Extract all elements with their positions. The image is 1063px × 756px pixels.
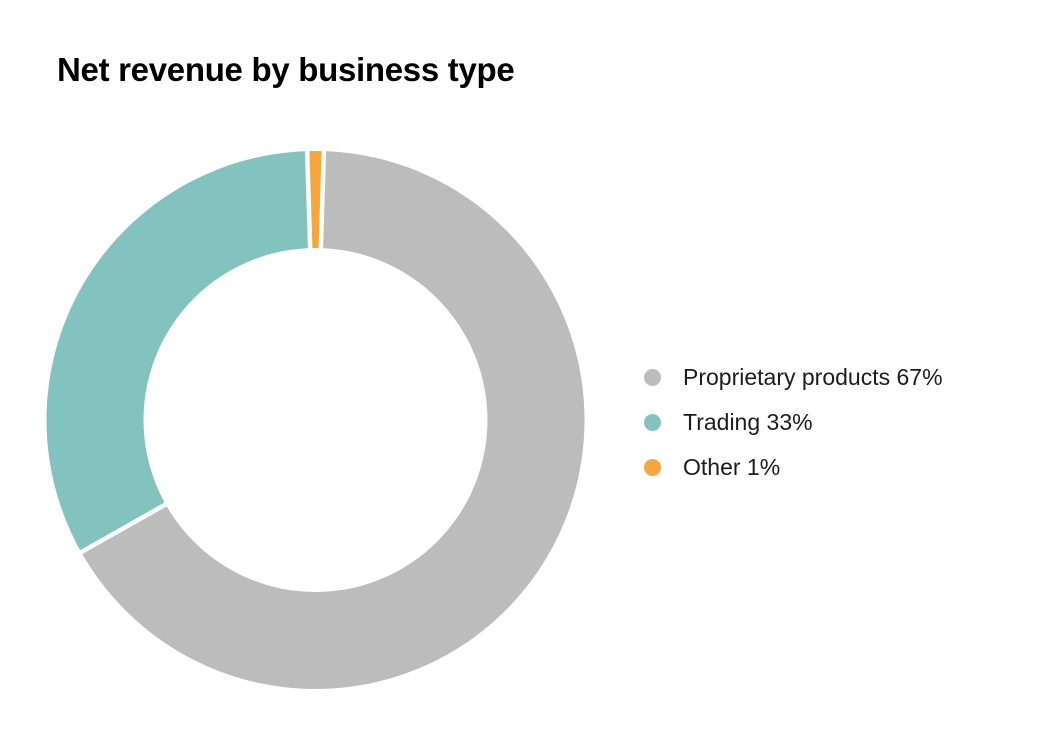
legend-swatch-icon xyxy=(644,369,661,386)
legend: Proprietary products 67% Trading 33% Other… xyxy=(644,355,943,490)
legend-label: Other 1% xyxy=(683,454,781,480)
legend-label: Trading 33% xyxy=(683,409,813,435)
legend-swatch-icon xyxy=(644,459,661,476)
legend-label: Proprietary products 67% xyxy=(683,364,943,390)
chart-title: Net revenue by business type xyxy=(57,51,515,88)
legend-swatch-icon xyxy=(644,414,661,431)
donut-hole xyxy=(143,248,488,592)
legend-item: Proprietary products 67% xyxy=(644,355,943,400)
legend-item: Other 1% xyxy=(644,445,943,490)
legend-item: Trading 33% xyxy=(644,400,943,445)
